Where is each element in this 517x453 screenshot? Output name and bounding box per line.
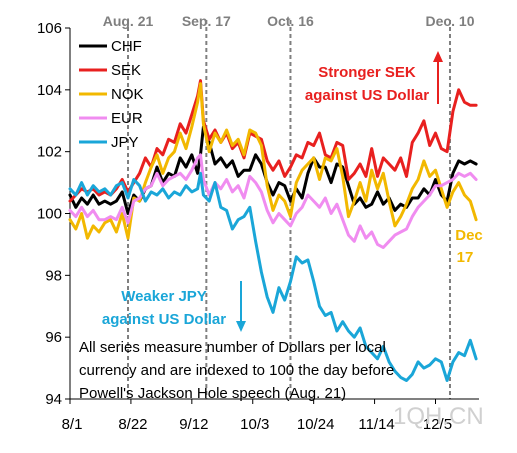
- x-tick-label: 10/3: [240, 416, 269, 433]
- footnote-line2: currency and are indexed to 100 the day …: [79, 362, 394, 379]
- x-tick-label: 10/24: [297, 416, 335, 433]
- series-line-sek: [68, 79, 478, 203]
- x-tick-label: 9/12: [179, 416, 208, 433]
- y-tick-label: 98: [45, 267, 62, 284]
- legend-label-nok: NOK: [111, 86, 144, 103]
- sek-annotation-line2: against US Dollar: [305, 87, 429, 104]
- legend: CHF SEK NOK EUR JPY: [79, 38, 144, 151]
- x-tick-label: 8/22: [118, 416, 147, 433]
- event-lines: Aug. 21 Sep. 17 Oct. 16 Dec. 10: [103, 13, 475, 399]
- x-tick-label: 8/1: [62, 416, 83, 433]
- jpy-annotation-line2: against US Dollar: [102, 311, 226, 328]
- series-line-eur: [68, 153, 478, 249]
- jpy-arrow-head: [236, 321, 246, 332]
- event-label-0: Aug. 21: [103, 13, 154, 29]
- series-lines: [68, 79, 478, 382]
- event-label-2: Oct. 16: [267, 13, 314, 29]
- series-line-nok: [68, 82, 478, 240]
- footnote-line3: Powell's Jackson Hole speech (Aug. 21): [79, 385, 346, 402]
- legend-label-sek: SEK: [111, 62, 141, 79]
- annotations: Stronger SEK against US Dollar Weaker JPY a…: [79, 51, 484, 430]
- sek-annotation-line1: Stronger SEK: [318, 64, 416, 81]
- y-tick-label: 96: [45, 329, 62, 346]
- jpy-annotation-line1: Weaker JPY: [121, 288, 207, 305]
- legend-label-chf: CHF: [111, 38, 142, 55]
- y-tick-label: 102: [37, 144, 62, 161]
- watermark-text: 1QH.CN: [393, 403, 484, 430]
- series-line-jpy: [68, 171, 478, 382]
- footnote-line1: All series measure number of Dollars per…: [79, 339, 386, 356]
- y-tick-label: 100: [37, 206, 62, 223]
- x-tick-label: 11/14: [358, 416, 394, 433]
- dec17-annotation-line1: Dec: [455, 227, 483, 244]
- dec17-annotation-line2: 17: [457, 249, 474, 266]
- y-tick-label: 94: [45, 391, 62, 408]
- event-label-3: Dec. 10: [425, 13, 474, 29]
- legend-label-eur: EUR: [111, 110, 143, 127]
- y-tick-label: 104: [37, 82, 62, 99]
- event-label-1: Sep. 17: [182, 13, 231, 29]
- y-tick-label: 106: [37, 20, 62, 37]
- axes: 94 96 98 100 102 104 106 8/1 8/22 9/12 10/3 10/24 11…: [37, 20, 479, 433]
- x-tick-label: 12/5: [423, 416, 452, 433]
- legend-label-jpy: JPY: [111, 134, 139, 151]
- sek-arrow-head: [433, 51, 443, 62]
